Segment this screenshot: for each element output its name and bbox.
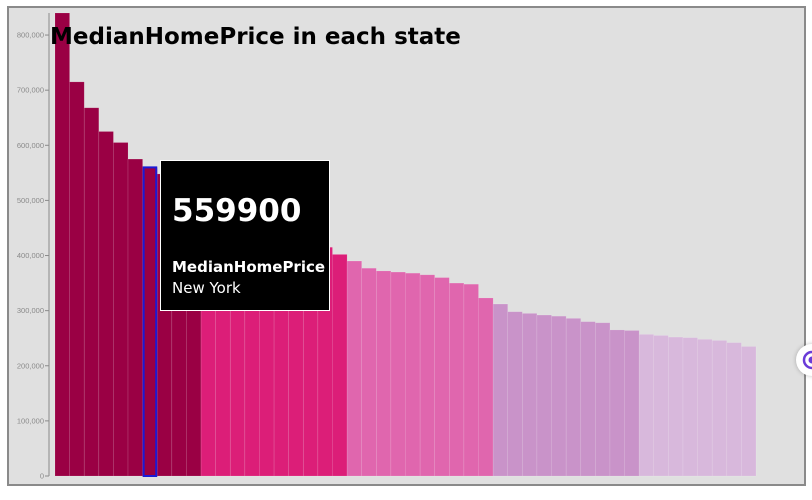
y-tick-label: 800,000 xyxy=(17,31,44,40)
tooltip: 559900 MedianHomePrice New York xyxy=(160,160,330,311)
bar[interactable] xyxy=(361,267,377,477)
bar[interactable] xyxy=(565,318,582,477)
bar[interactable] xyxy=(580,321,596,477)
bar[interactable] xyxy=(98,131,114,477)
bar[interactable] xyxy=(668,336,684,477)
y-tick-label: 500,000 xyxy=(17,196,44,205)
bar[interactable] xyxy=(113,142,129,477)
bar[interactable] xyxy=(653,335,669,477)
bar[interactable] xyxy=(54,12,70,477)
bar[interactable] xyxy=(595,322,611,477)
bar[interactable] xyxy=(609,329,625,477)
bar[interactable] xyxy=(522,313,538,477)
bar[interactable] xyxy=(390,271,406,477)
bar[interactable] xyxy=(419,274,436,477)
bar[interactable] xyxy=(711,340,728,477)
bar[interactable] xyxy=(127,158,143,477)
bar[interactable] xyxy=(346,260,362,477)
y-tick-label: 700,000 xyxy=(17,86,44,95)
bar[interactable] xyxy=(332,254,348,477)
bar[interactable] xyxy=(507,311,523,477)
y-tick-label: 600,000 xyxy=(17,141,44,150)
bar[interactable] xyxy=(405,272,421,477)
bar[interactable] xyxy=(83,107,100,477)
bar[interactable] xyxy=(551,315,567,477)
bar[interactable] xyxy=(536,314,552,477)
bar[interactable] xyxy=(492,303,509,477)
bar[interactable] xyxy=(375,270,392,477)
bar[interactable] xyxy=(741,346,757,477)
target-icon xyxy=(802,350,812,370)
y-tick-label: 0 xyxy=(40,472,44,481)
bar[interactable] xyxy=(624,330,640,477)
chart-title: MedianHomePrice in each state xyxy=(50,24,461,50)
y-tick-label: 100,000 xyxy=(17,416,44,425)
tooltip-category: New York xyxy=(172,279,241,297)
y-tick-label: 300,000 xyxy=(17,306,44,315)
bar[interactable] xyxy=(69,81,85,477)
bar[interactable] xyxy=(726,342,742,477)
bar[interactable] xyxy=(142,167,158,477)
bar[interactable] xyxy=(697,339,713,477)
bar[interactable] xyxy=(638,334,655,477)
bar[interactable] xyxy=(478,297,494,477)
bar[interactable] xyxy=(682,337,698,477)
tooltip-measure: MedianHomePrice xyxy=(172,258,326,276)
y-tick-label: 200,000 xyxy=(17,361,44,370)
y-tick-label: 400,000 xyxy=(17,251,44,260)
bar[interactable] xyxy=(463,283,479,477)
tooltip-value: 559900 xyxy=(172,193,302,229)
bar-highlight-outline xyxy=(142,166,158,477)
bar[interactable] xyxy=(449,282,465,477)
bar[interactable] xyxy=(434,277,450,477)
side-target-button[interactable] xyxy=(796,344,812,376)
